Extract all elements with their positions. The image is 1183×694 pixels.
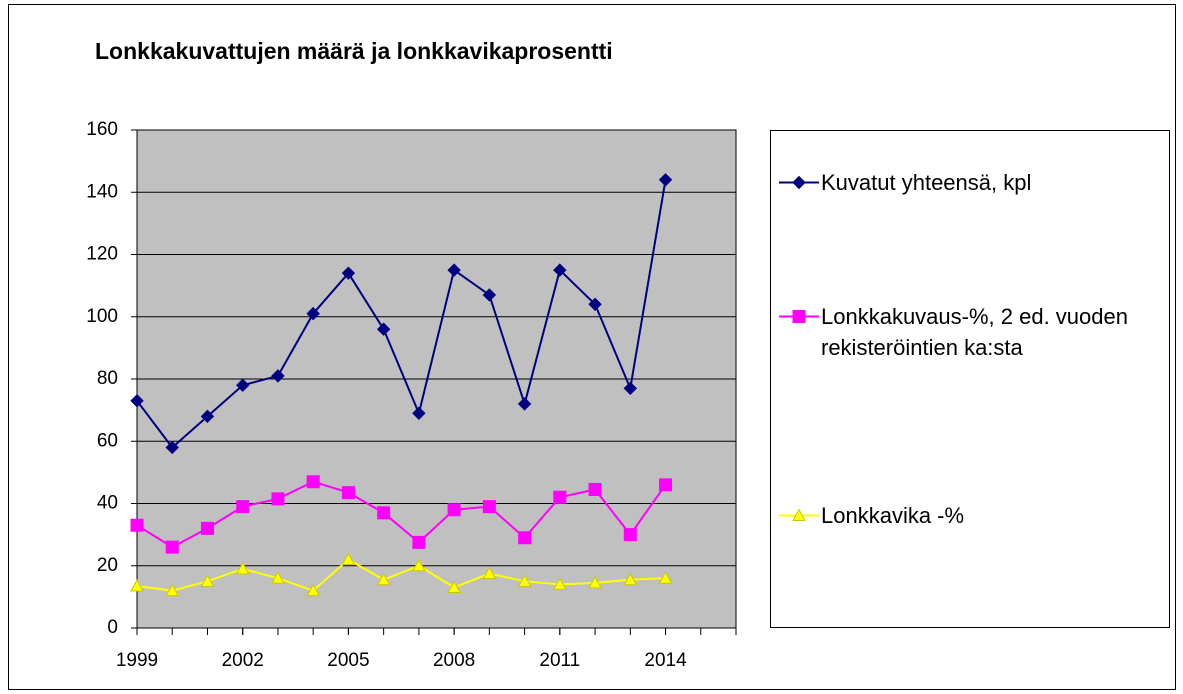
series-line — [136, 179, 667, 449]
y-tick-label: 100 — [86, 306, 118, 327]
marker — [447, 580, 461, 594]
marker — [376, 572, 391, 586]
marker — [658, 173, 673, 187]
marker — [412, 558, 426, 572]
legend-label: Lonkkakuvaus-%, 2 ed. vuoden rekisteröin… — [821, 304, 1128, 360]
marker — [623, 528, 637, 542]
marker — [792, 175, 806, 190]
marker — [200, 409, 215, 424]
marker — [341, 266, 356, 280]
marker — [447, 263, 461, 277]
marker — [235, 561, 250, 575]
marker — [377, 506, 391, 520]
marker — [165, 440, 179, 455]
marker — [447, 503, 461, 517]
y-tick-label: 160 — [86, 119, 118, 140]
legend-swatch — [779, 508, 819, 521]
y-tick-label: 140 — [86, 181, 118, 202]
marker — [792, 310, 806, 323]
marker — [271, 571, 285, 584]
marker — [553, 490, 567, 504]
marker — [165, 540, 179, 554]
marker — [306, 583, 321, 597]
marker — [306, 475, 320, 489]
x-tick-label: 1999 — [116, 650, 158, 671]
marker — [517, 574, 532, 587]
marker — [271, 369, 285, 383]
legend: Kuvatut yhteensä, kpl Lonkkakuvaus-%, 2 e… — [770, 130, 1170, 628]
marker — [517, 397, 532, 411]
marker — [623, 572, 638, 586]
x-tick-label: 2008 — [433, 650, 475, 671]
legend-entry: Lonkkakuvaus-%, 2 ed. vuoden rekisteröin… — [779, 301, 1151, 363]
marker — [588, 575, 602, 589]
y-tick-label: 40 — [97, 493, 118, 514]
marker — [271, 492, 285, 506]
chart-title: Lonkkakuvattujen määrä ja lonkkavikapros… — [95, 38, 613, 64]
series-line — [136, 480, 667, 549]
y-tick-label: 120 — [86, 244, 118, 265]
x-tick-label: 2014 — [644, 650, 687, 671]
marker — [165, 583, 180, 597]
marker — [482, 500, 496, 514]
marker — [658, 571, 673, 584]
marker — [200, 521, 214, 535]
marker — [235, 378, 250, 392]
x-tick-label: 2011 — [539, 650, 580, 671]
marker — [588, 482, 602, 496]
marker — [341, 486, 355, 500]
legend-label: Kuvatut yhteensä, kpl — [821, 170, 1032, 195]
marker — [659, 478, 673, 492]
marker — [412, 535, 426, 549]
marker — [588, 297, 602, 312]
legend-swatch — [779, 310, 819, 323]
marker — [412, 406, 426, 420]
marker — [130, 518, 144, 532]
marker — [130, 394, 144, 408]
marker — [553, 263, 567, 277]
marker — [130, 578, 144, 592]
y-tick-label: 0 — [107, 617, 118, 638]
marker — [623, 381, 638, 396]
marker — [518, 531, 532, 545]
x-tick-label: 2005 — [327, 650, 369, 671]
marker — [482, 566, 497, 580]
marker — [341, 552, 356, 566]
marker — [482, 288, 497, 302]
y-tick-label: 60 — [97, 430, 118, 451]
marker — [552, 577, 567, 590]
marker — [200, 574, 215, 587]
series-line — [136, 558, 666, 592]
y-tick-label: 20 — [97, 555, 118, 576]
marker — [376, 322, 391, 336]
legend-label: Lonkkavika -% — [821, 503, 965, 528]
marker — [792, 508, 806, 521]
x-tick-label: 2002 — [222, 650, 264, 671]
marker — [306, 306, 320, 321]
legend-entry: Kuvatut yhteensä, kpl — [779, 167, 1151, 198]
legend-entry: Lonkkavika -% — [779, 500, 1151, 531]
y-tick-label: 80 — [97, 368, 118, 389]
marker — [236, 500, 250, 514]
legend-swatch — [779, 175, 819, 190]
